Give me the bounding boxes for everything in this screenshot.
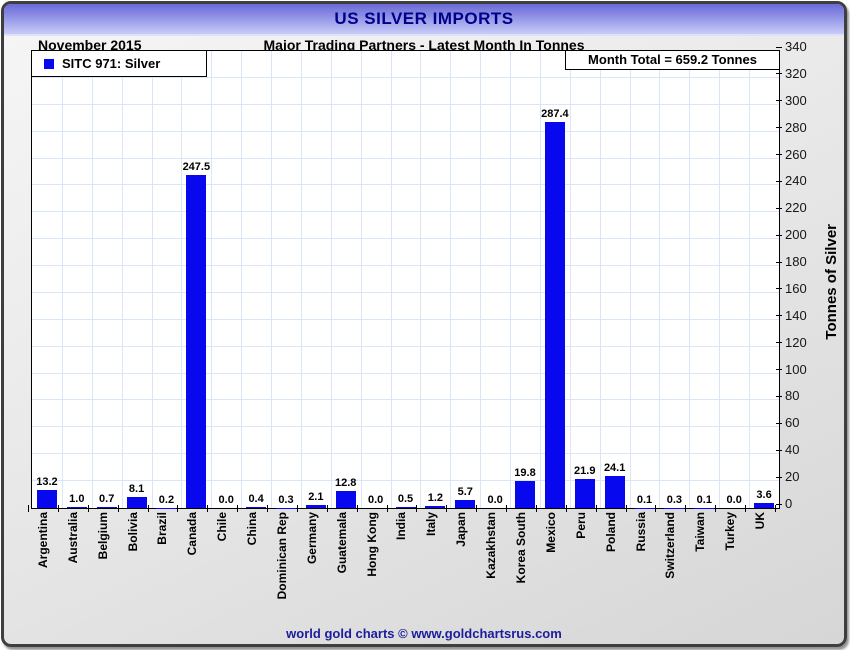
bar — [186, 175, 207, 508]
bar — [604, 475, 625, 508]
plot-area: 13.2 1.0 0.7 8.1 0.2 247.5 0.0 0.4 0.3 2.1 12.8 0.0… — [31, 50, 780, 509]
bar — [425, 506, 446, 508]
bar-value-label: 0.1 — [696, 493, 712, 506]
bar-value-label: 12.8 — [335, 476, 357, 489]
bar — [335, 490, 356, 508]
gridline-horizontal — [32, 157, 779, 159]
gridline-vertical — [599, 51, 601, 508]
gridline-vertical — [390, 51, 392, 508]
legend-swatch-icon — [44, 58, 54, 69]
bar-value-label: 0.1 — [636, 493, 653, 506]
y-axis-title-text: Tonnes of Silver — [822, 223, 840, 340]
gridline-horizontal — [32, 130, 779, 132]
gridline-vertical — [749, 51, 751, 508]
bar-value-label: 0.7 — [99, 493, 115, 506]
gridline-vertical — [91, 51, 93, 508]
bar-value-label: 13.2 — [36, 476, 58, 489]
bar — [246, 507, 267, 508]
bar-value-label: 0.0 — [367, 494, 384, 506]
bar-value-label: 0.3 — [666, 493, 683, 506]
bar-value-label: 8.1 — [128, 483, 145, 496]
bar-value-label: 21.9 — [574, 464, 596, 477]
gridline-vertical — [330, 51, 332, 508]
gridline-horizontal — [32, 211, 779, 213]
gridline-horizontal — [32, 480, 779, 482]
bar-value-label: 3.6 — [756, 489, 772, 502]
gridline-horizontal — [32, 184, 779, 186]
gridline-horizontal — [32, 291, 779, 293]
footer-credit: world gold charts © www.goldchartsrus.co… — [286, 626, 562, 641]
gridline-horizontal — [32, 76, 779, 78]
gridline-vertical — [241, 51, 243, 508]
gridline-vertical — [689, 51, 691, 508]
month-total-box: Month Total = 659.2 Tonnes — [565, 50, 780, 70]
bar-value-label: 0.0 — [726, 494, 742, 506]
gridline-vertical — [629, 51, 631, 508]
gridline-vertical — [510, 51, 512, 508]
period-label: November 2015 — [38, 37, 142, 53]
gridline-vertical — [659, 51, 661, 508]
bar-value-label: 247.5 — [182, 161, 211, 174]
bar-value-label: 19.8 — [514, 467, 536, 480]
bar-value-label: 0.0 — [218, 494, 234, 506]
legend: SITC 971: Silver — [31, 50, 207, 77]
gridline-vertical — [121, 51, 123, 508]
gridline-vertical — [420, 51, 422, 508]
gridline-horizontal — [32, 372, 779, 374]
gridline-vertical — [61, 51, 63, 508]
bar-value-label: 1.2 — [427, 492, 444, 505]
bar-value-label: 5.7 — [457, 486, 473, 499]
gridline-vertical — [211, 51, 213, 508]
bar-value-label: 1.0 — [69, 492, 85, 505]
gridline-horizontal — [32, 345, 779, 347]
y-axis-title: Tonnes of Silver — [820, 209, 842, 354]
gridline-vertical — [271, 51, 273, 508]
bar — [754, 503, 775, 508]
bar — [96, 507, 117, 508]
gridline-vertical — [300, 51, 302, 508]
gridline-vertical — [569, 51, 571, 508]
gridline-vertical — [181, 51, 183, 508]
gridline-horizontal — [32, 453, 779, 455]
chart-title: US SILVER IMPORTS — [334, 9, 514, 28]
bar-value-label: 0.2 — [158, 493, 175, 506]
gridline-horizontal — [32, 399, 779, 401]
bar — [36, 490, 57, 508]
gridline-horizontal — [32, 318, 779, 320]
bar-value-label: 2.1 — [308, 491, 324, 504]
gridline-horizontal — [32, 426, 779, 428]
bar — [305, 505, 326, 508]
title-bar: US SILVER IMPORTS — [4, 4, 844, 36]
gridline-vertical — [539, 51, 541, 508]
bar — [66, 506, 87, 508]
gridline-vertical — [719, 51, 721, 508]
bar — [455, 500, 476, 508]
bar — [126, 497, 147, 508]
bar-value-label: 0.0 — [487, 494, 503, 506]
bar-value-label: 287.4 — [541, 107, 569, 120]
bar — [544, 121, 565, 508]
gridline-horizontal — [32, 103, 779, 105]
gridline-vertical — [151, 51, 153, 508]
gridline-horizontal — [32, 238, 779, 240]
gridline-vertical — [360, 51, 362, 508]
bar — [395, 507, 416, 508]
bar-value-label: 0.4 — [248, 493, 264, 506]
bar-value-label: 0.3 — [278, 493, 294, 506]
legend-label: SITC 971: Silver — [62, 56, 161, 71]
gridline-vertical — [450, 51, 452, 508]
gridline-vertical — [480, 51, 482, 508]
bar-value-label: 24.1 — [603, 461, 626, 474]
bar — [515, 481, 536, 508]
chart-subtitle: Major Trading Partners - Latest Month In… — [263, 37, 585, 53]
bar — [574, 478, 595, 508]
gridline-horizontal — [32, 265, 779, 267]
bar-value-label: 0.5 — [397, 493, 414, 506]
subtitle-row: November 2015 Major Trading Partners - L… — [4, 37, 844, 53]
